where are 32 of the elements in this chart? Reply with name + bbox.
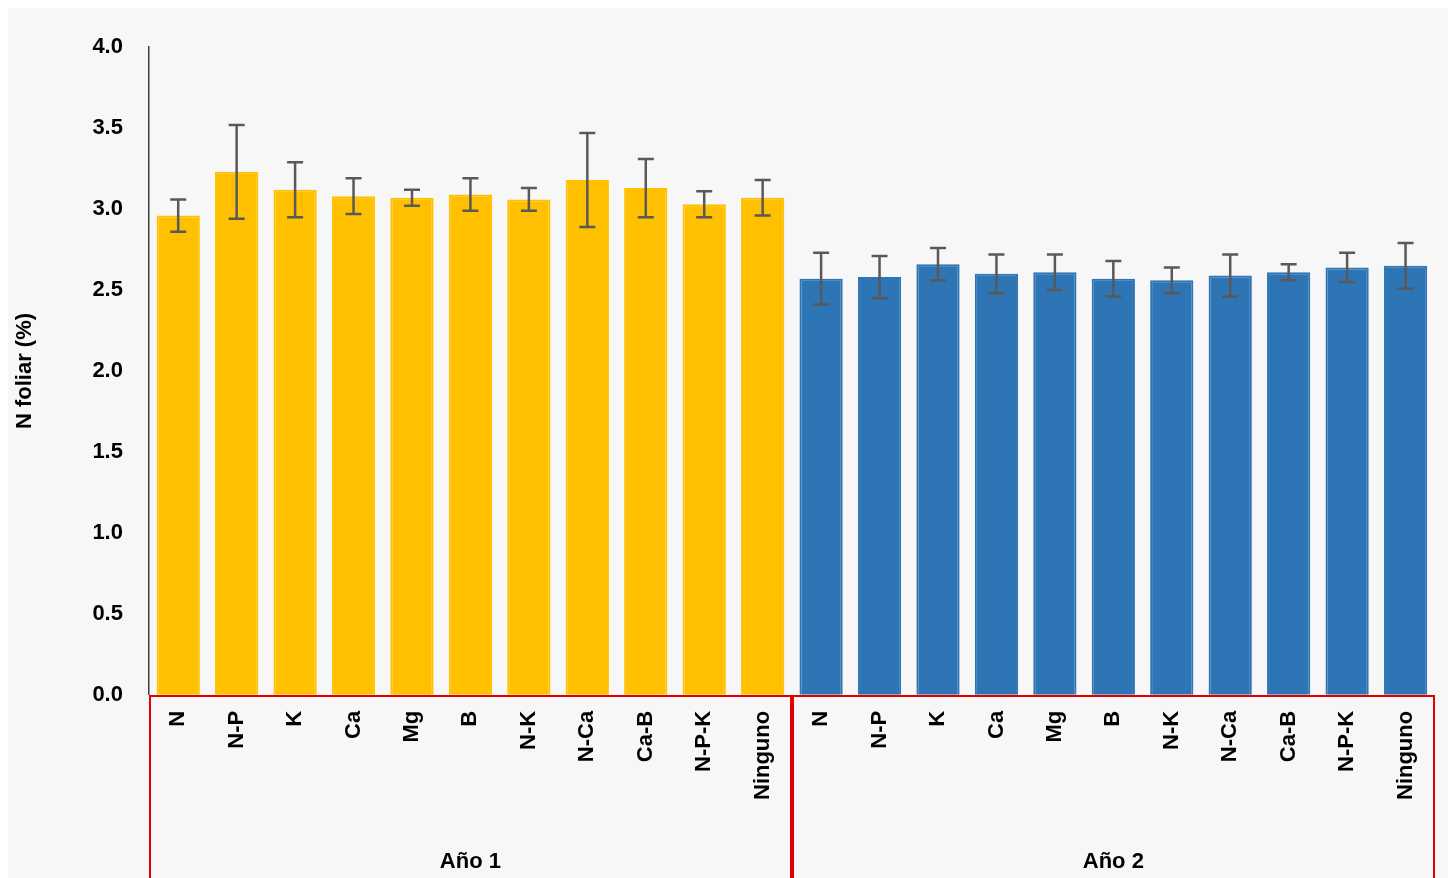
y-tick-label: 2.5 [92,276,123,302]
x-tick-label: Ninguno [748,710,774,801]
y-tick-label: 2.0 [92,357,123,383]
x-tick-label: N [807,710,833,727]
x-tick-label: N-K [514,710,540,750]
y-tick-label: 3.5 [92,114,123,140]
x-tick-label: Ninguno [1391,710,1417,801]
x-tick-label: N-Ca [1216,710,1242,763]
x-tick-label: Mg [398,710,424,743]
x-tick-label: N-P [222,710,248,749]
y-axis-title: N foliar (%) [11,312,37,430]
x-tick-label: B [456,710,482,727]
x-tick-label: N [164,710,190,727]
x-tick-label: Ca [982,710,1008,739]
x-tick-label: K [924,710,950,727]
y-tick-label: 4.0 [92,33,123,59]
x-tick-label: N-K [1157,710,1183,750]
y-tick-label: 1.0 [92,518,123,544]
x-tick-label: N-Ca [573,710,599,763]
y-tick-label: 0.5 [92,599,123,625]
x-tick-label: Mg [1040,710,1066,743]
x-tick-label: Ca [339,710,365,739]
x-tick-label: Ca-B [1274,710,1300,763]
y-tick-label: 0.0 [92,680,123,706]
x-tick-label: N-P-K [690,710,716,772]
x-tick-label: N-P-K [1333,710,1359,772]
y-tick-label: 1.5 [92,438,123,464]
x-tick-label: B [1099,710,1125,727]
y-tick-label: 3.0 [92,195,123,221]
x-tick-label: N-P [865,710,891,749]
x-tick-label: K [281,710,307,727]
x-tick-label: Ca-B [631,710,657,763]
